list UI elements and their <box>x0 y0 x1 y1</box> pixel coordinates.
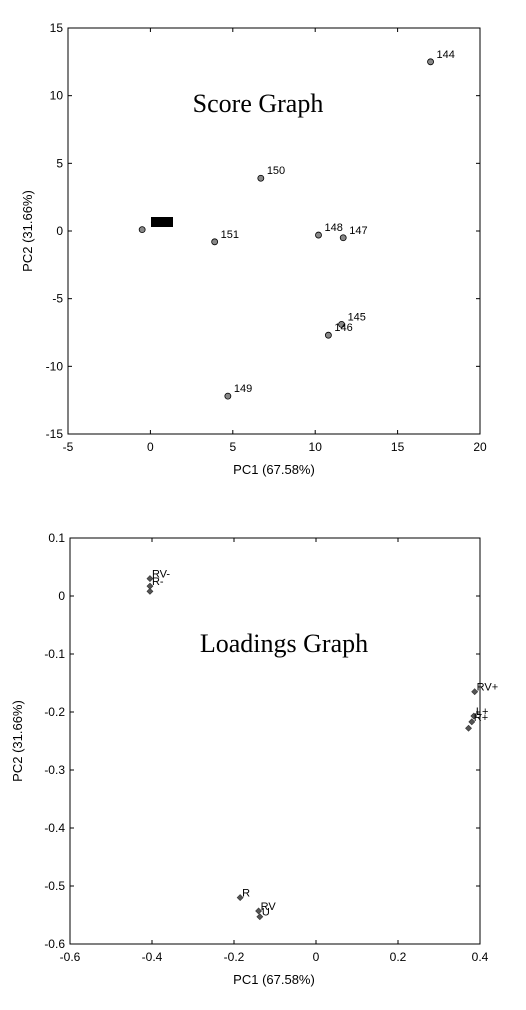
score-point-label: 148 <box>324 222 342 234</box>
score-y-tick-label: 5 <box>56 156 63 170</box>
score-x-tick-label: 20 <box>473 440 487 454</box>
loadings-axis-ticks: -0.6 -0.4 -0.2 0 0.2 0.4 -0.6 -0.5 -0.4 -0.3 -0.2 -… <box>44 531 488 964</box>
score-x-axis-label: PC1 (67.58%) <box>233 462 315 477</box>
score-x-tick-label: 0 <box>147 440 154 454</box>
loadings-x-tick-label: -0.2 <box>224 950 245 964</box>
loadings-y-tick-label: -0.4 <box>44 821 65 835</box>
score-point-label: 150 <box>267 165 285 177</box>
loadings-y-tick-label: -0.3 <box>44 763 65 777</box>
score-point-label: 147 <box>349 225 367 237</box>
score-point-label: 145 <box>348 311 366 323</box>
loadings-point-label: RV- <box>152 569 170 581</box>
score-graph-title: Score Graph <box>193 89 324 118</box>
loadings-point <box>468 718 476 726</box>
loadings-point <box>236 894 244 902</box>
score-point <box>338 320 345 328</box>
score-point <box>324 331 332 339</box>
loadings-x-axis-label: PC1 (67.58%) <box>233 972 315 987</box>
score-chart: -5 0 5 10 15 20 -15 -10 -5 0 5 10 15 144 150 151 148 147… <box>20 21 487 477</box>
score-y-tick-label: -10 <box>46 359 64 373</box>
loadings-y-axis-label: PC2 (31.66%) <box>10 700 25 782</box>
score-point-label: 149 <box>234 383 252 395</box>
score-x-tick-label: -5 <box>63 440 74 454</box>
score-point-label: 144 <box>437 49 455 61</box>
loadings-x-tick-label: 0.4 <box>472 950 489 964</box>
loadings-point-label: R+ <box>474 712 488 724</box>
score-y-axis-label: PC2 (31.66%) <box>20 190 35 272</box>
score-point <box>224 392 232 400</box>
score-x-tick-label: 10 <box>309 440 323 454</box>
loadings-point-label: RV+ <box>477 682 499 694</box>
score-point <box>211 238 219 246</box>
score-x-tick-label: 15 <box>391 440 405 454</box>
score-point <box>339 234 347 242</box>
score-point <box>315 231 322 239</box>
score-x-tick-label: 5 <box>229 440 236 454</box>
loadings-point-label: L+ <box>476 706 489 718</box>
loadings-point-label: R- <box>152 576 164 588</box>
loadings-point <box>470 712 478 720</box>
redaction-box <box>151 217 173 227</box>
score-y-tick-label: -5 <box>52 292 63 306</box>
score-axis-ticks: -5 0 5 10 15 20 -15 -10 -5 0 5 10 15 <box>46 21 487 454</box>
loadings-y-tick-label: 0.1 <box>48 531 65 545</box>
loadings-point <box>465 724 472 732</box>
score-point-label: 146 <box>334 322 352 334</box>
score-point-label: 151 <box>221 229 239 241</box>
score-y-tick-label: 0 <box>56 224 63 238</box>
score-plot-frame <box>67 27 481 435</box>
loadings-y-tick-label: 0 <box>58 589 65 603</box>
loadings-graph-title: Loadings Graph <box>200 629 368 658</box>
score-y-tick-label: -15 <box>46 427 64 441</box>
score-point <box>138 226 146 234</box>
loadings-plot-frame <box>69 537 481 945</box>
loadings-point <box>146 575 154 583</box>
loadings-point <box>471 688 479 696</box>
loadings-y-tick-label: -0.6 <box>44 937 65 951</box>
loadings-x-tick-label: -0.4 <box>142 950 163 964</box>
score-y-tick-label: 10 <box>50 89 64 103</box>
score-point <box>257 174 265 182</box>
score-point <box>427 58 434 66</box>
loadings-x-tick-label: -0.6 <box>60 950 81 964</box>
loadings-y-tick-label: -0.2 <box>44 705 65 719</box>
loadings-x-tick-label: 0 <box>313 950 320 964</box>
score-y-tick-label: 15 <box>50 21 64 35</box>
loadings-point-label: R <box>242 888 250 900</box>
loadings-point <box>256 913 264 921</box>
loadings-y-tick-label: -0.5 <box>44 879 65 893</box>
loadings-point-label: U <box>262 907 270 919</box>
loadings-points: RV-R- RV+ L+R+ R RVU <box>146 569 499 921</box>
loadings-x-tick-label: 0.2 <box>390 950 407 964</box>
loadings-chart: -0.6 -0.4 -0.2 0 0.2 0.4 -0.6 -0.5 -0.4 -0.3 -0.2 -… <box>10 531 498 987</box>
loadings-point <box>255 907 263 915</box>
loadings-point <box>146 587 154 595</box>
loadings-y-tick-label: -0.1 <box>44 647 65 661</box>
loadings-point-label: RV <box>261 901 277 913</box>
